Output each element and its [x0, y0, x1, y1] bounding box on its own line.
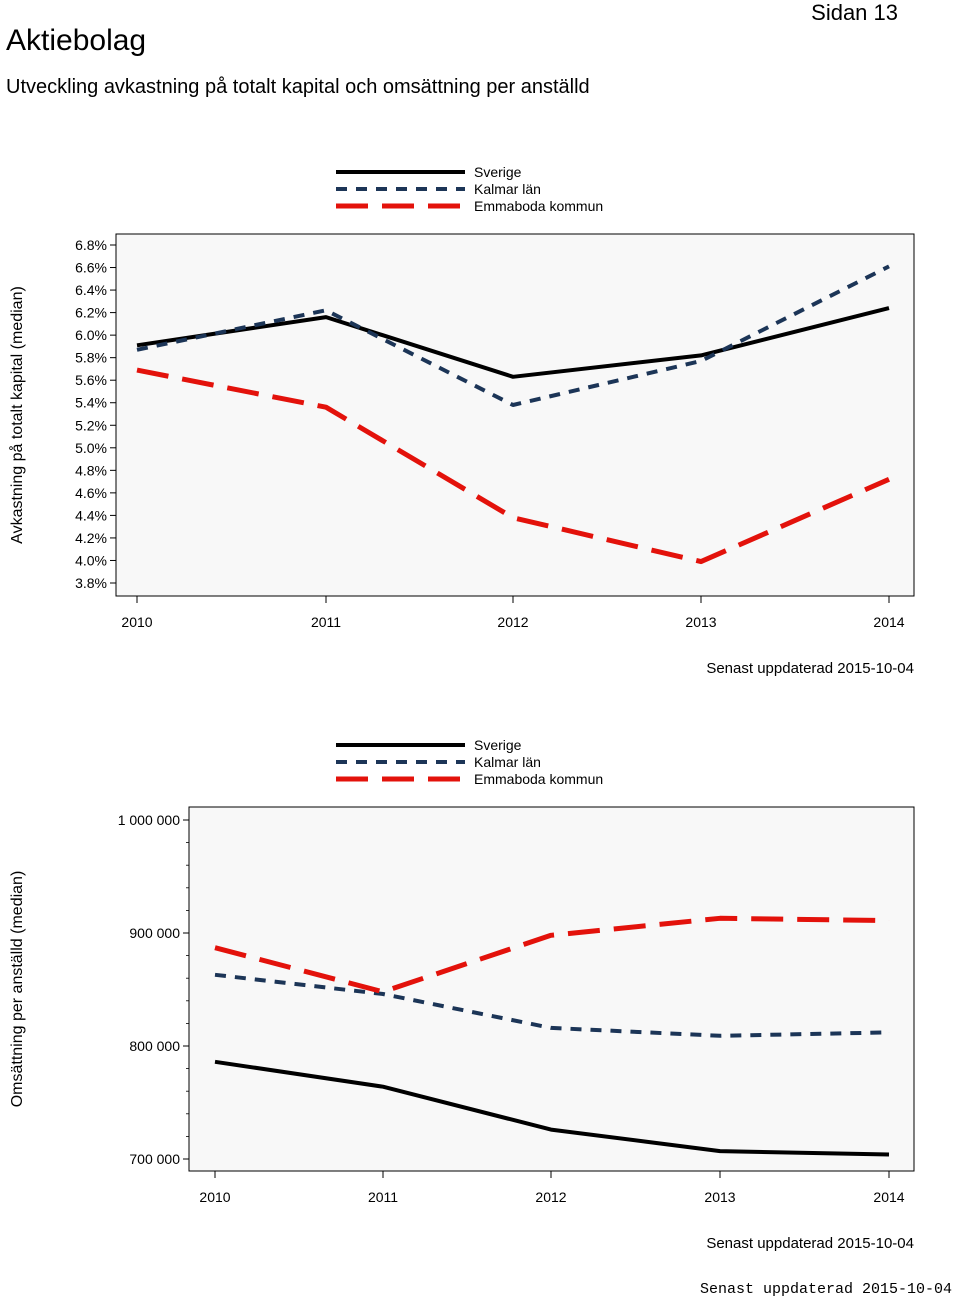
page-title: Aktiebolag [6, 24, 147, 57]
y-tick-label: 5.4% [75, 395, 107, 411]
page-number: Sidan 13 [811, 0, 898, 25]
chart-omsattning: Sverige Kalmar län Emmaboda kommun 700 000 8… [0, 725, 960, 1265]
x-tick-label: 2014 [873, 1189, 904, 1205]
y-tick-label: 5.2% [75, 417, 107, 433]
y-tick-label: 3.8% [75, 575, 107, 591]
legend-label-2: Emmaboda kommun [474, 771, 603, 787]
x-tick-label: 2013 [704, 1189, 735, 1205]
chart-avkastning: Sverige Kalmar län Emmaboda kommun 3.8% 4.0%… [0, 150, 960, 690]
footer-updated: Senast uppdaterad 2015-10-04 [699, 1281, 952, 1298]
y-tick-label: 6.6% [75, 260, 107, 276]
legend-label-0: Sverige [474, 164, 522, 180]
plot-area [188, 806, 915, 1172]
x-tick-label: 2014 [873, 614, 904, 630]
legend-label-1: Kalmar län [474, 181, 541, 197]
x-tick-label: 2011 [368, 1189, 398, 1205]
y-tick-label: 4.8% [75, 462, 107, 478]
y-tick-label: 900 000 [129, 925, 180, 941]
plot-area [115, 233, 915, 597]
y-tick-label: 4.6% [75, 485, 107, 501]
series-line-2 [136, 367, 891, 565]
x-tick-label: 2012 [535, 1189, 566, 1205]
x-tick-label: 2010 [199, 1189, 230, 1205]
x-tick-label: 2012 [497, 614, 528, 630]
page-subtitle: Utveckling avkastning på totalt kapital … [6, 76, 590, 98]
chart-avkastning-updated: Senast uppdaterad 2015-10-04 [706, 660, 914, 677]
x-tick-label: 2013 [685, 614, 716, 630]
y-tick-label: 6.8% [75, 237, 107, 253]
legend-label-0: Sverige [474, 737, 522, 753]
x-tick-label: 2011 [311, 614, 341, 630]
y-tick-label: 6.0% [75, 327, 107, 343]
y-tick-label: 4.0% [75, 552, 107, 568]
chart-omsattning-updated: Senast uppdaterad 2015-10-04 [706, 1235, 914, 1252]
y-tick-label: 4.4% [75, 507, 107, 523]
y-axis-label: Avkastning på totalt kapital (median) [8, 286, 26, 544]
y-tick-label: 6.4% [75, 282, 107, 298]
y-tick-label: 5.8% [75, 350, 107, 366]
legend-label-2: Emmaboda kommun [474, 198, 603, 214]
y-tick-label: 6.2% [75, 305, 107, 321]
y-tick-label: 5.6% [75, 372, 107, 388]
y-tick-label: 4.2% [75, 530, 107, 546]
y-tick-label: 1 000 000 [118, 812, 180, 828]
legend-label-1: Kalmar län [474, 754, 541, 770]
x-tick-label: 2010 [121, 614, 152, 630]
y-tick-label: 5.0% [75, 440, 107, 456]
y-axis-label: Omsättning per anställd (median) [9, 871, 26, 1108]
y-tick-label: 800 000 [129, 1038, 180, 1054]
y-tick-label: 700 000 [129, 1151, 180, 1167]
